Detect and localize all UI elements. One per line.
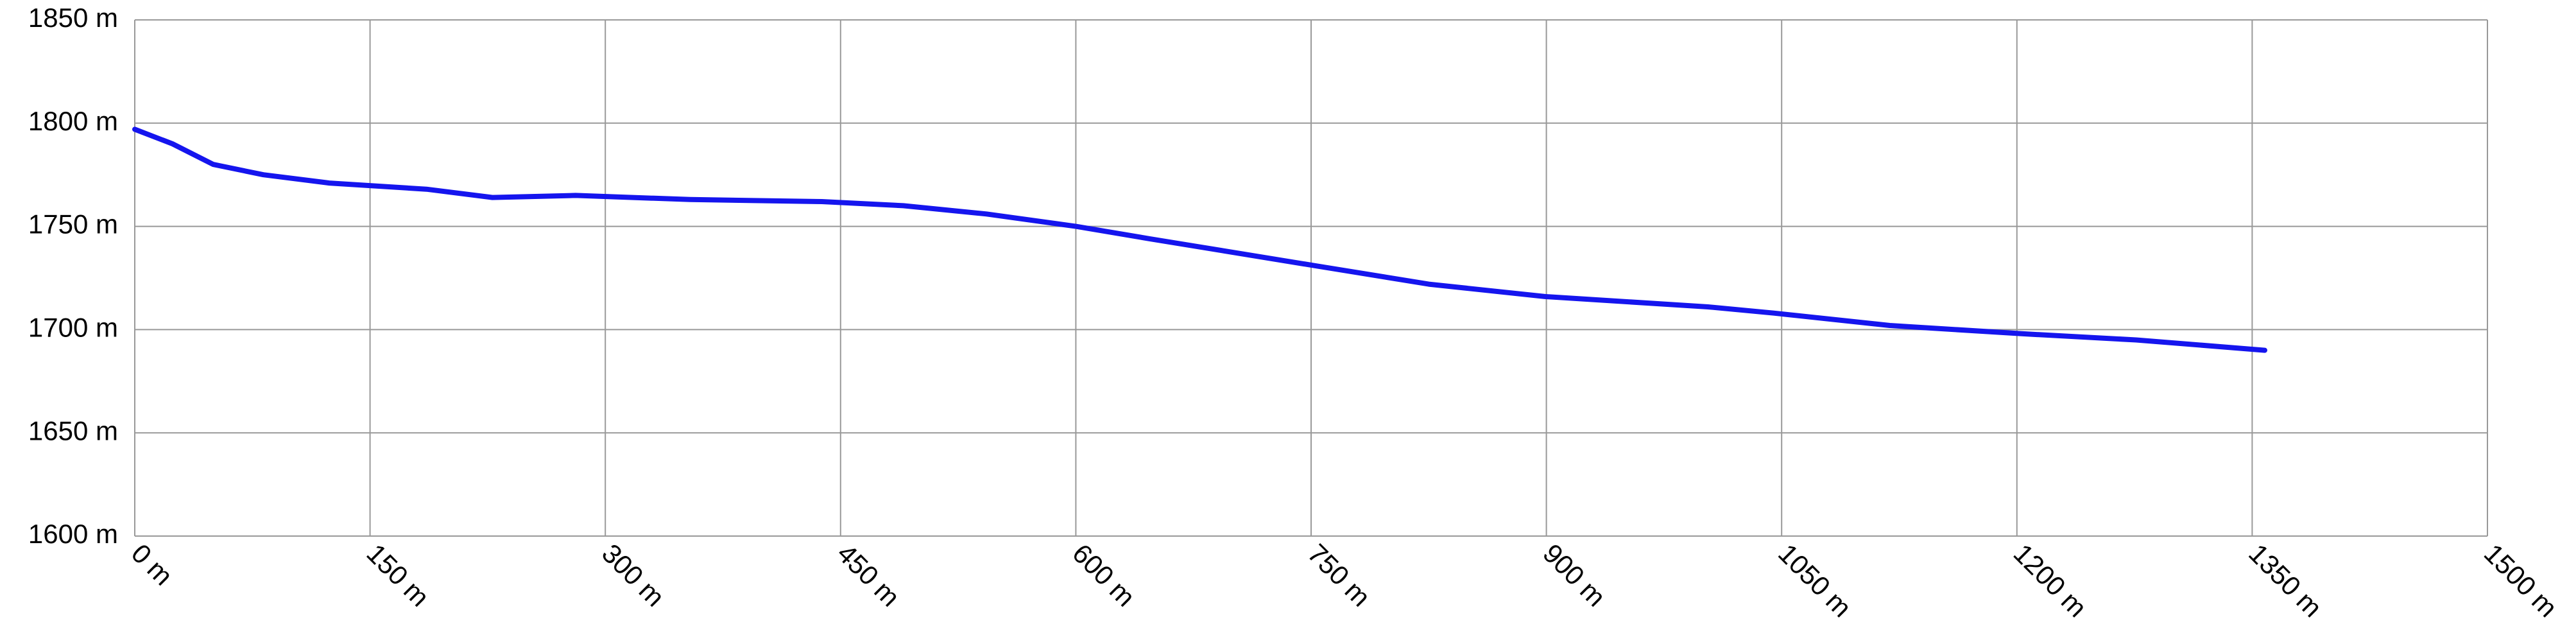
x-tick-label: 0 m	[126, 538, 179, 591]
y-tick-label: 1600 m	[28, 519, 118, 549]
x-tick-label: 1050 m	[1773, 538, 1857, 623]
y-tick-label: 1850 m	[28, 3, 118, 33]
x-tick-label: 600 m	[1067, 538, 1141, 612]
x-tick-label: 900 m	[1537, 538, 1611, 612]
x-tick-label: 150 m	[361, 538, 435, 612]
y-tick-label: 1700 m	[28, 312, 118, 342]
y-tick-label: 1800 m	[28, 106, 118, 136]
x-tick-label: 1500 m	[2478, 538, 2563, 623]
y-tick-label: 1650 m	[28, 415, 118, 446]
x-tick-label: 1200 m	[2008, 538, 2093, 623]
x-tick-label: 1350 m	[2243, 538, 2328, 623]
y-tick-label: 1750 m	[28, 209, 118, 239]
x-tick-label: 300 m	[596, 538, 671, 612]
x-tick-label: 750 m	[1302, 538, 1377, 612]
x-tick-label: 450 m	[832, 538, 906, 612]
elevation-line	[132, 126, 2267, 353]
